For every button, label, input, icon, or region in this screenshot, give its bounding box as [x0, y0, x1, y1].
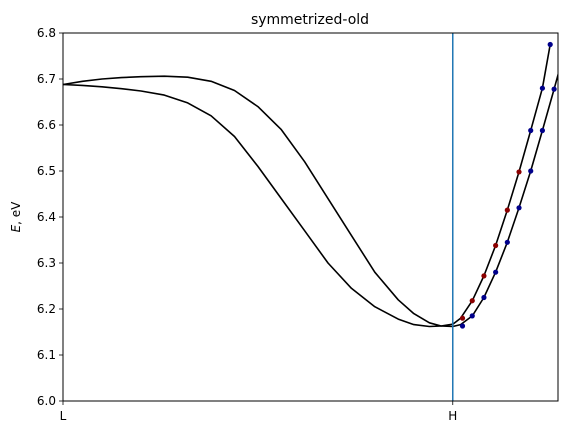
series-line-2: [63, 44, 551, 328]
y-tick-label: 6.1: [37, 348, 56, 362]
y-tick-label: 6.0: [37, 394, 56, 408]
x-tick-label: H: [448, 409, 457, 423]
y-tick-label: 6.8: [37, 26, 56, 40]
y-axis-label: E, eV: [9, 201, 23, 233]
y-tick-label: 6.5: [37, 164, 56, 178]
data-point-16: [539, 127, 546, 134]
data-point-11: [516, 169, 522, 175]
y-tick-label: 6.6: [37, 118, 56, 132]
plot-frame: [62, 32, 559, 402]
data-point-5: [481, 273, 487, 279]
x-tick-label: L: [60, 409, 67, 423]
y-tick-label: 6.3: [37, 256, 56, 270]
data-point-13: [528, 127, 534, 134]
y-tick-label: 6.2: [37, 302, 56, 316]
data-point-10: [504, 239, 510, 245]
axes: 6.0 6.1 6.2 6.3 6.4 6.5 6.6 6.7 6.8 L H: [37, 26, 559, 423]
data-point-8: [493, 269, 499, 275]
data-point-14: [528, 168, 534, 174]
data-point-6: [481, 294, 487, 301]
data-point-12: [516, 205, 522, 211]
data-point-4: [469, 313, 475, 319]
data-point-3: [469, 298, 475, 304]
data-point-9: [504, 207, 510, 213]
plot-content: [63, 33, 558, 401]
chart-title: symmetrized-old: [251, 12, 369, 28]
data-point-18: [551, 86, 557, 92]
data-point-2: [459, 323, 466, 329]
series-line-1: [63, 71, 558, 328]
data-point-15: [539, 85, 546, 91]
data-point-7: [493, 242, 499, 249]
data-point-1: [459, 315, 466, 321]
y-tick-label: 6.4: [37, 210, 56, 224]
data-point-17: [547, 41, 553, 48]
y-tick-label: 6.7: [37, 72, 56, 86]
